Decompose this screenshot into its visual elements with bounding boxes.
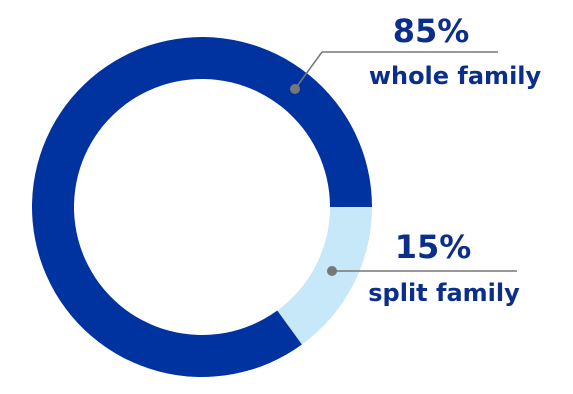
- donut-slices: [31, 37, 372, 378]
- leader-line-whole-family: [294, 51, 323, 90]
- slice-category-label-split-family: split family: [368, 279, 520, 307]
- slice-category-label-whole-family: whole family: [369, 62, 542, 90]
- slice-labels: 85% whole family 15% split family: [290, 12, 542, 307]
- leader-dot-split-family: [327, 266, 337, 276]
- slice-value-label-whole-family: 85%: [393, 12, 470, 50]
- donut-slice-split-family: [277, 207, 372, 345]
- leader-dot-whole-family: [290, 84, 300, 94]
- slice-value-label-split-family: 15%: [395, 228, 472, 266]
